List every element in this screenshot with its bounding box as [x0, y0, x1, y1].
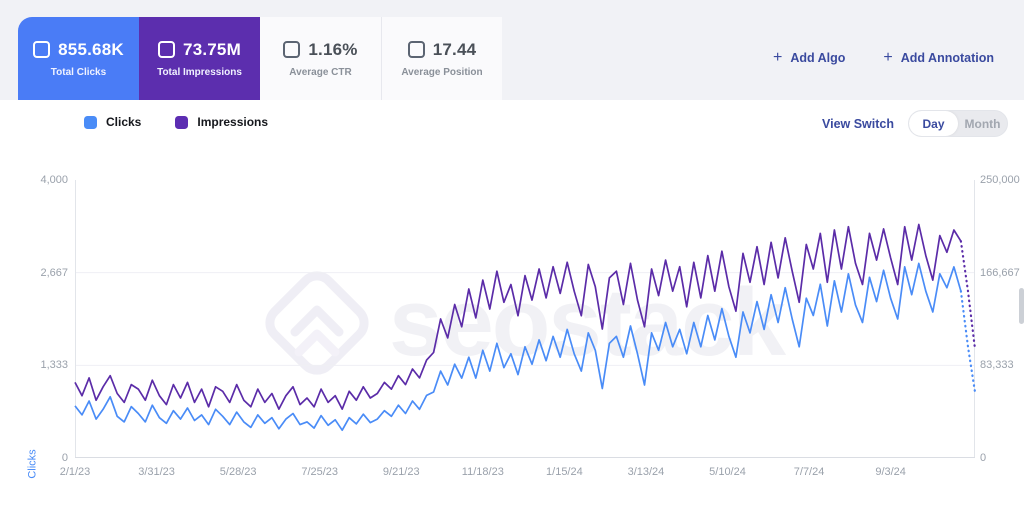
x-tick: 11/18/23 [461, 466, 504, 478]
metric-label: Total Impressions [157, 66, 242, 78]
x-tick: 9/21/23 [382, 466, 420, 478]
metric-cards: 855.68K Total Clicks 73.75M Total Impres… [18, 17, 502, 100]
legend-item-clicks[interactable]: Clicks [84, 115, 141, 129]
toggle-day-button[interactable]: Day [909, 111, 958, 136]
checkbox-unchecked-icon[interactable] [283, 41, 301, 58]
legend-item-impressions[interactable]: Impressions [175, 115, 268, 129]
toggle-month-button[interactable]: Month [964, 116, 1001, 131]
chart-legend: Clicks Impressions [84, 115, 268, 129]
metric-row: 1.16% [283, 40, 357, 60]
metrics-header: 855.68K Total Clicks 73.75M Total Impres… [0, 0, 1024, 100]
legend-label: Impressions [197, 115, 269, 129]
plus-icon: + [883, 49, 893, 66]
view-switch: View Switch Day Month [822, 110, 1008, 137]
metric-label: Average CTR [289, 66, 352, 78]
metric-card-average-ctr[interactable]: 1.16% Average CTR [260, 17, 381, 100]
x-tick: 3/13/24 [627, 466, 665, 478]
add-algo-button[interactable]: + Add Algo [773, 50, 845, 66]
metric-row: 17.44 [407, 39, 477, 60]
chart-region: seostack 4,000 2,667 1,333 0 250,000 166,667… [0, 140, 1024, 500]
chart-plot-area[interactable] [74, 180, 977, 458]
scrollbar-thumb[interactable] [1019, 288, 1024, 324]
metric-value: 17.44 [432, 39, 477, 59]
plus-icon: + [772, 49, 783, 66]
x-tick: 3/31/23 [138, 466, 175, 478]
metric-value: 1.16% [308, 39, 358, 59]
x-tick: 7/7/24 [793, 466, 825, 478]
add-annotation-label: Add Annotation [900, 51, 994, 65]
metric-label: Average Position [401, 66, 483, 78]
checkbox-checked-icon[interactable] [33, 41, 51, 58]
y-tick-right: 0 [980, 452, 987, 464]
impressions-swatch-icon [175, 115, 189, 129]
x-tick: 9/3/24 [875, 466, 906, 478]
clicks-swatch-icon [84, 115, 97, 129]
y-tick-right: 83,333 [980, 359, 1014, 372]
checkbox-checked-icon[interactable] [158, 41, 176, 58]
y-tick-left: 1,333 [40, 359, 68, 372]
legend-label: Clicks [106, 115, 142, 129]
metric-card-total-clicks[interactable]: 855.68K Total Clicks [18, 17, 139, 100]
view-switch-label: View Switch [821, 116, 894, 131]
x-tick: 2/1/23 [59, 466, 91, 478]
x-tick: 1/15/24 [546, 466, 583, 478]
metric-value: 855.68K [58, 39, 124, 59]
x-tick: 5/28/23 [219, 466, 257, 478]
y-axis-title: Clicks [26, 449, 39, 479]
y-tick-left: 0 [61, 452, 68, 464]
add-algo-label: Add Algo [790, 51, 846, 65]
metric-value: 73.75M [183, 39, 241, 59]
add-annotation-button[interactable]: + Add Annotation [883, 50, 994, 66]
metric-card-average-position[interactable]: 17.44 Average Position [381, 17, 502, 100]
y-tick-left: 4,000 [40, 174, 68, 186]
metric-card-total-impressions[interactable]: 73.75M Total Impressions [139, 17, 260, 100]
x-tick: 7/25/23 [301, 466, 339, 478]
y-tick-right: 250,000 [980, 174, 1020, 186]
metric-row: 73.75M [158, 40, 241, 60]
day-month-toggle: Day Month [908, 110, 1008, 137]
x-tick: 5/10/24 [709, 466, 746, 478]
y-tick-right: 166,667 [980, 266, 1020, 279]
metric-row: 855.68K [33, 40, 124, 60]
header-actions: + Add Algo + Add Annotation [773, 50, 994, 66]
checkbox-unchecked-icon[interactable] [407, 41, 425, 58]
metric-label: Total Clicks [50, 66, 107, 78]
y-tick-left: 2,667 [40, 266, 68, 279]
